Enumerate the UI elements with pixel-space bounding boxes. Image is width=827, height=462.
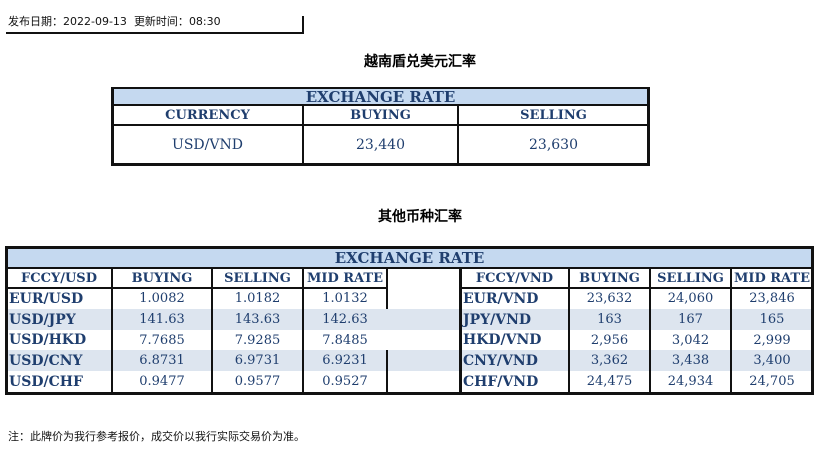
rate-cell: 3,362 [569, 350, 650, 371]
rate-cell: 142.63 [303, 309, 387, 330]
rate-cell: 3,400 [731, 350, 813, 371]
rate-cell: USD/VND [172, 137, 243, 153]
rate-cell: 141.63 [112, 309, 212, 330]
divider [457, 104, 459, 165]
column-header: FCCY/VND [475, 270, 554, 286]
divider [386, 350, 388, 393]
divider [6, 32, 304, 34]
divider [6, 392, 813, 395]
pair-label: CNY/VND [460, 350, 569, 371]
divider [460, 287, 813, 289]
rate-cell: 1.0132 [322, 291, 368, 306]
exchange-rate-band: EXCHANGE RATE [6, 247, 813, 268]
rate-cell: 3,438 [650, 350, 731, 371]
pair-label: CHF/VND [463, 373, 539, 390]
rate-cell: 24,934 [667, 374, 714, 389]
rate-cell: 165 [731, 309, 813, 330]
divider [6, 287, 387, 289]
divider [112, 163, 649, 166]
rate-cell: 7.8485 [322, 332, 368, 348]
pair-label: EUR/USD [9, 290, 84, 307]
usd-vnd-title: 越南盾兑美元汇率 [364, 54, 476, 70]
divider [730, 267, 732, 393]
rate-cell: 23,630 [529, 137, 578, 153]
column-header: SELLING [520, 107, 587, 123]
divider [6, 267, 813, 269]
rate-cell: 6.8731 [112, 350, 212, 371]
divider [111, 87, 114, 166]
pair-label: USD/CHF [9, 373, 83, 390]
rate-cell: 167 [650, 309, 731, 330]
column-header: SELLING [657, 270, 724, 286]
divider [302, 104, 304, 165]
column-header: BUYING [579, 270, 640, 286]
column-header: BUYING [131, 270, 193, 286]
divider [111, 267, 113, 393]
update-time: 08:30 [188, 15, 221, 28]
column-header: BUYING [350, 107, 411, 123]
rate-cell: 0.9577 [234, 374, 281, 389]
divider [302, 267, 304, 393]
divider [647, 87, 650, 166]
pair-label: HKD/VND [463, 332, 542, 348]
pair-label: USD/HKD [9, 332, 87, 348]
rate-cell: 0.9477 [139, 374, 185, 389]
update-label: 更新时间： [133, 15, 189, 28]
rate-cell: 24,705 [749, 374, 795, 389]
pair-label: EUR/VND [463, 290, 539, 307]
divider [6, 246, 813, 249]
publish-info: 发布日期：2022-09-13 更新时间：08:30 [8, 13, 221, 29]
rate-cell: 24,475 [586, 374, 633, 389]
pair-label: USD/JPY [6, 309, 112, 330]
divider [211, 267, 213, 393]
column-header: CURRENCY [165, 107, 250, 123]
divider [568, 267, 570, 393]
divider [386, 267, 388, 309]
rate-cell: 143.63 [212, 309, 303, 330]
rate-cell: 7.9285 [234, 332, 281, 348]
column-header: FCCY/USD [21, 270, 97, 286]
rate-cell: 23,632 [586, 291, 633, 306]
column-header: MID RATE [306, 270, 384, 286]
divider [5, 246, 8, 395]
divider [459, 267, 462, 393]
divider [302, 16, 304, 34]
rate-cell: 24,060 [667, 291, 714, 306]
rate-cell: 6.9731 [212, 350, 303, 371]
exchange-rate-band: EXCHANGE RATE [112, 88, 649, 105]
rate-cell: 2,999 [753, 332, 791, 348]
column-header: SELLING [224, 270, 291, 286]
rate-cell: 163 [569, 309, 650, 330]
publish-date: 2022-09-13 [63, 15, 127, 28]
rate-cell: 23,440 [356, 137, 405, 153]
pair-label: USD/CNY [6, 350, 112, 371]
column-header: MID RATE [733, 270, 811, 286]
rate-cell: 2,956 [590, 332, 629, 348]
rate-cell: 6.9231 [303, 350, 387, 371]
rate-cell: 1.0082 [139, 291, 185, 306]
divider [649, 267, 651, 393]
disclaimer-note: 注：此牌价为我行参考报价，成交价以我行实际交易价为准。 [8, 430, 305, 443]
divider [811, 246, 814, 395]
rate-cell: 23,846 [749, 291, 795, 306]
rate-cell: 7.7685 [139, 332, 185, 348]
publish-label: 发布日期： [8, 15, 63, 28]
pair-label: JPY/VND [460, 309, 569, 330]
rate-cell: 0.9527 [322, 374, 368, 389]
rate-cell: 1.0182 [234, 291, 281, 306]
divider [112, 124, 649, 126]
rate-cell: 3,042 [671, 332, 710, 348]
other-rates-title: 其他币种汇率 [378, 209, 462, 225]
divider [112, 104, 649, 106]
divider [112, 87, 649, 89]
